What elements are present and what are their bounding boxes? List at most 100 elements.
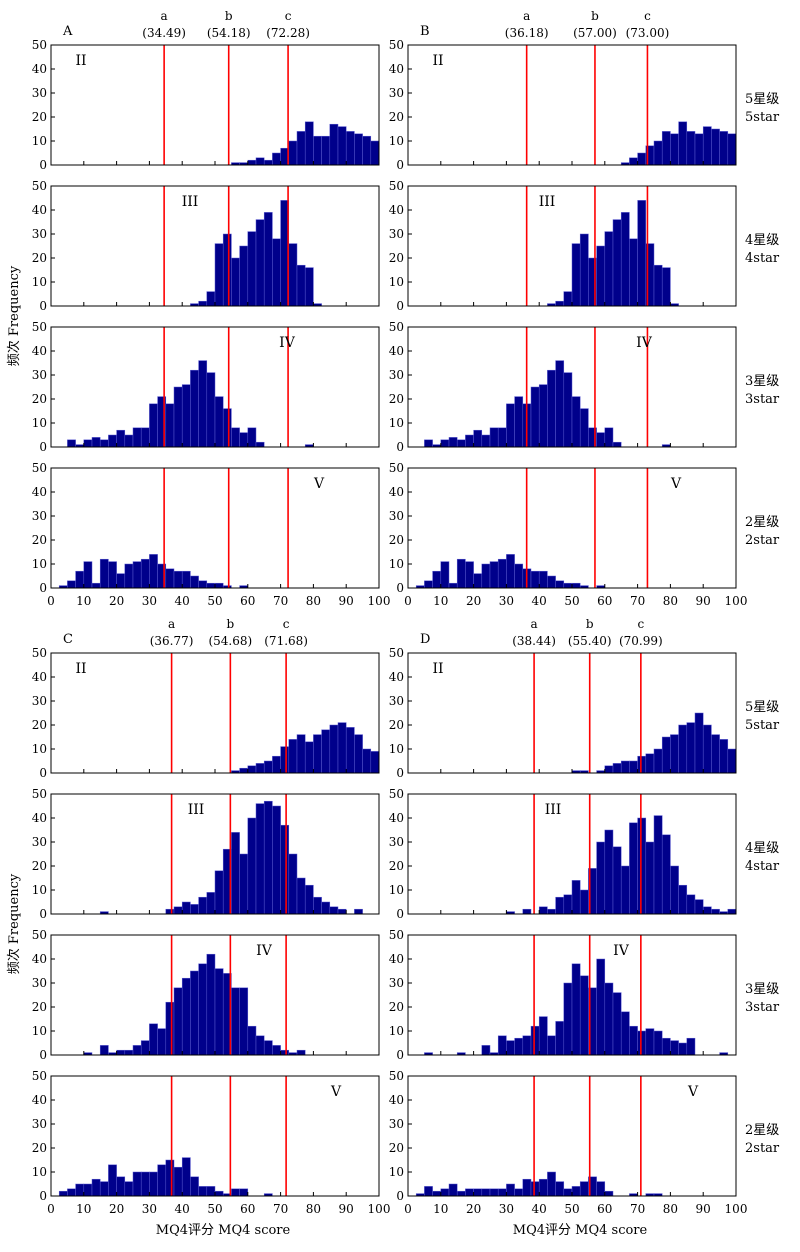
y-tick-label: 30 xyxy=(389,976,404,990)
histogram-bar xyxy=(255,157,265,166)
y-tick-label: 50 xyxy=(389,928,404,942)
y-tick-label: 30 xyxy=(32,509,47,523)
histogram-bar xyxy=(83,1183,93,1197)
x-tick-label: 0 xyxy=(404,594,412,608)
histogram-bar xyxy=(579,1181,589,1197)
x-tick-label: 100 xyxy=(725,1202,748,1216)
histogram-bar xyxy=(247,231,257,307)
histogram-bar xyxy=(149,1171,158,1197)
histogram-bar xyxy=(354,133,363,166)
histogram-bar xyxy=(321,729,331,774)
histogram-bar xyxy=(83,439,93,448)
y-tick-label: 30 xyxy=(32,86,47,100)
region-numeral: II xyxy=(75,53,86,69)
histogram-bar xyxy=(255,441,265,448)
histogram-bar xyxy=(514,1188,524,1197)
y-tick-label: 30 xyxy=(389,835,404,849)
histogram-bar xyxy=(637,200,647,307)
y-tick-label: 20 xyxy=(32,859,47,873)
histogram-bar xyxy=(522,1035,532,1056)
histogram-bar xyxy=(571,880,581,915)
histogram-bar xyxy=(596,245,606,307)
region-numeral: V xyxy=(313,476,325,492)
histogram-bar xyxy=(206,372,216,448)
cut-name-c: c xyxy=(285,9,292,23)
histogram-bar xyxy=(686,1037,696,1056)
histogram-bar xyxy=(165,1001,175,1056)
histogram-bar xyxy=(99,1045,109,1056)
histogram-bar xyxy=(149,554,158,589)
histogram-bar xyxy=(263,760,273,774)
histogram-bar xyxy=(132,561,142,589)
histogram-bar xyxy=(165,908,175,915)
histogram-bar xyxy=(198,360,208,448)
histogram-bar xyxy=(440,439,450,448)
histogram-bar xyxy=(481,434,491,448)
histogram-bar xyxy=(456,439,466,448)
region-numeral: II xyxy=(432,53,443,69)
y-tick-label: 0 xyxy=(39,158,47,172)
histogram-bar xyxy=(304,121,314,166)
histogram-bar xyxy=(190,575,199,589)
cut-name-c: c xyxy=(644,9,651,23)
histogram-bar xyxy=(727,133,737,166)
histogram-bar xyxy=(345,131,355,166)
histogram-bar xyxy=(686,894,696,915)
histogram-bar xyxy=(678,121,688,166)
histogram-bar xyxy=(181,977,191,1056)
y-tick-label: 40 xyxy=(389,1093,404,1107)
histogram-bar xyxy=(99,439,109,448)
cut-name-c: c xyxy=(637,617,644,631)
region-numeral: IV xyxy=(256,943,273,959)
x-tick-label: 70 xyxy=(273,1202,288,1216)
histogram-bar xyxy=(571,243,581,307)
x-tick-label: 70 xyxy=(630,594,645,608)
histogram-bar xyxy=(506,1183,515,1197)
histogram-bar xyxy=(214,870,224,915)
histogram-bar xyxy=(198,580,208,589)
y-tick-label: 10 xyxy=(389,416,404,430)
histogram-bar xyxy=(337,908,347,915)
y-tick-label: 10 xyxy=(389,883,404,897)
histogram-bar xyxy=(288,243,298,307)
histogram-bar xyxy=(432,1190,442,1197)
histogram-bar xyxy=(694,899,704,915)
y-tick-label: 0 xyxy=(396,1189,404,1203)
y-tick-label: 0 xyxy=(39,766,47,780)
histogram-bar xyxy=(678,884,688,915)
histogram-bar xyxy=(190,369,199,448)
subplot-C-1: 0 10 20 30 40 50 II xyxy=(32,646,380,780)
cut-value-b: (54.18) xyxy=(207,26,251,40)
histogram-bar xyxy=(604,231,614,307)
y-tick-label: 40 xyxy=(389,344,404,358)
histogram-bar xyxy=(678,724,688,774)
histogram-bar xyxy=(727,908,737,915)
histogram-bar xyxy=(530,570,540,589)
histogram-bar xyxy=(629,157,638,166)
histogram-bar xyxy=(489,561,499,589)
histogram-bar xyxy=(263,1040,273,1056)
subplot-C-2: 0 10 20 30 40 50 III xyxy=(32,787,380,921)
star-label-en: 3star xyxy=(745,1000,780,1015)
x-tick-label: 60 xyxy=(240,1202,255,1216)
histogram-bar xyxy=(555,580,565,589)
subplot-B-3: 0 10 20 30 40 50 IV xyxy=(389,320,737,454)
histogram-bar xyxy=(604,765,614,774)
y-tick-label: 10 xyxy=(32,742,47,756)
y-tick-label: 10 xyxy=(32,883,47,897)
histogram-bar xyxy=(124,1049,134,1056)
histogram-bar xyxy=(670,133,679,166)
histogram-bar xyxy=(108,1164,117,1197)
y-tick-label: 30 xyxy=(389,227,404,241)
star-label-cn: 2星级 xyxy=(745,515,779,530)
histogram-bar xyxy=(337,722,347,774)
histogram-bar xyxy=(620,865,630,915)
y-tick-label: 0 xyxy=(39,299,47,313)
histogram-bar xyxy=(255,219,265,307)
y-tick-label: 10 xyxy=(389,1165,404,1179)
cut-value-c: (71.68) xyxy=(264,634,308,648)
histogram-bar xyxy=(91,437,101,448)
y-tick-label: 20 xyxy=(389,110,404,124)
y-tick-label: 40 xyxy=(32,670,47,684)
histogram-bar xyxy=(596,432,606,448)
